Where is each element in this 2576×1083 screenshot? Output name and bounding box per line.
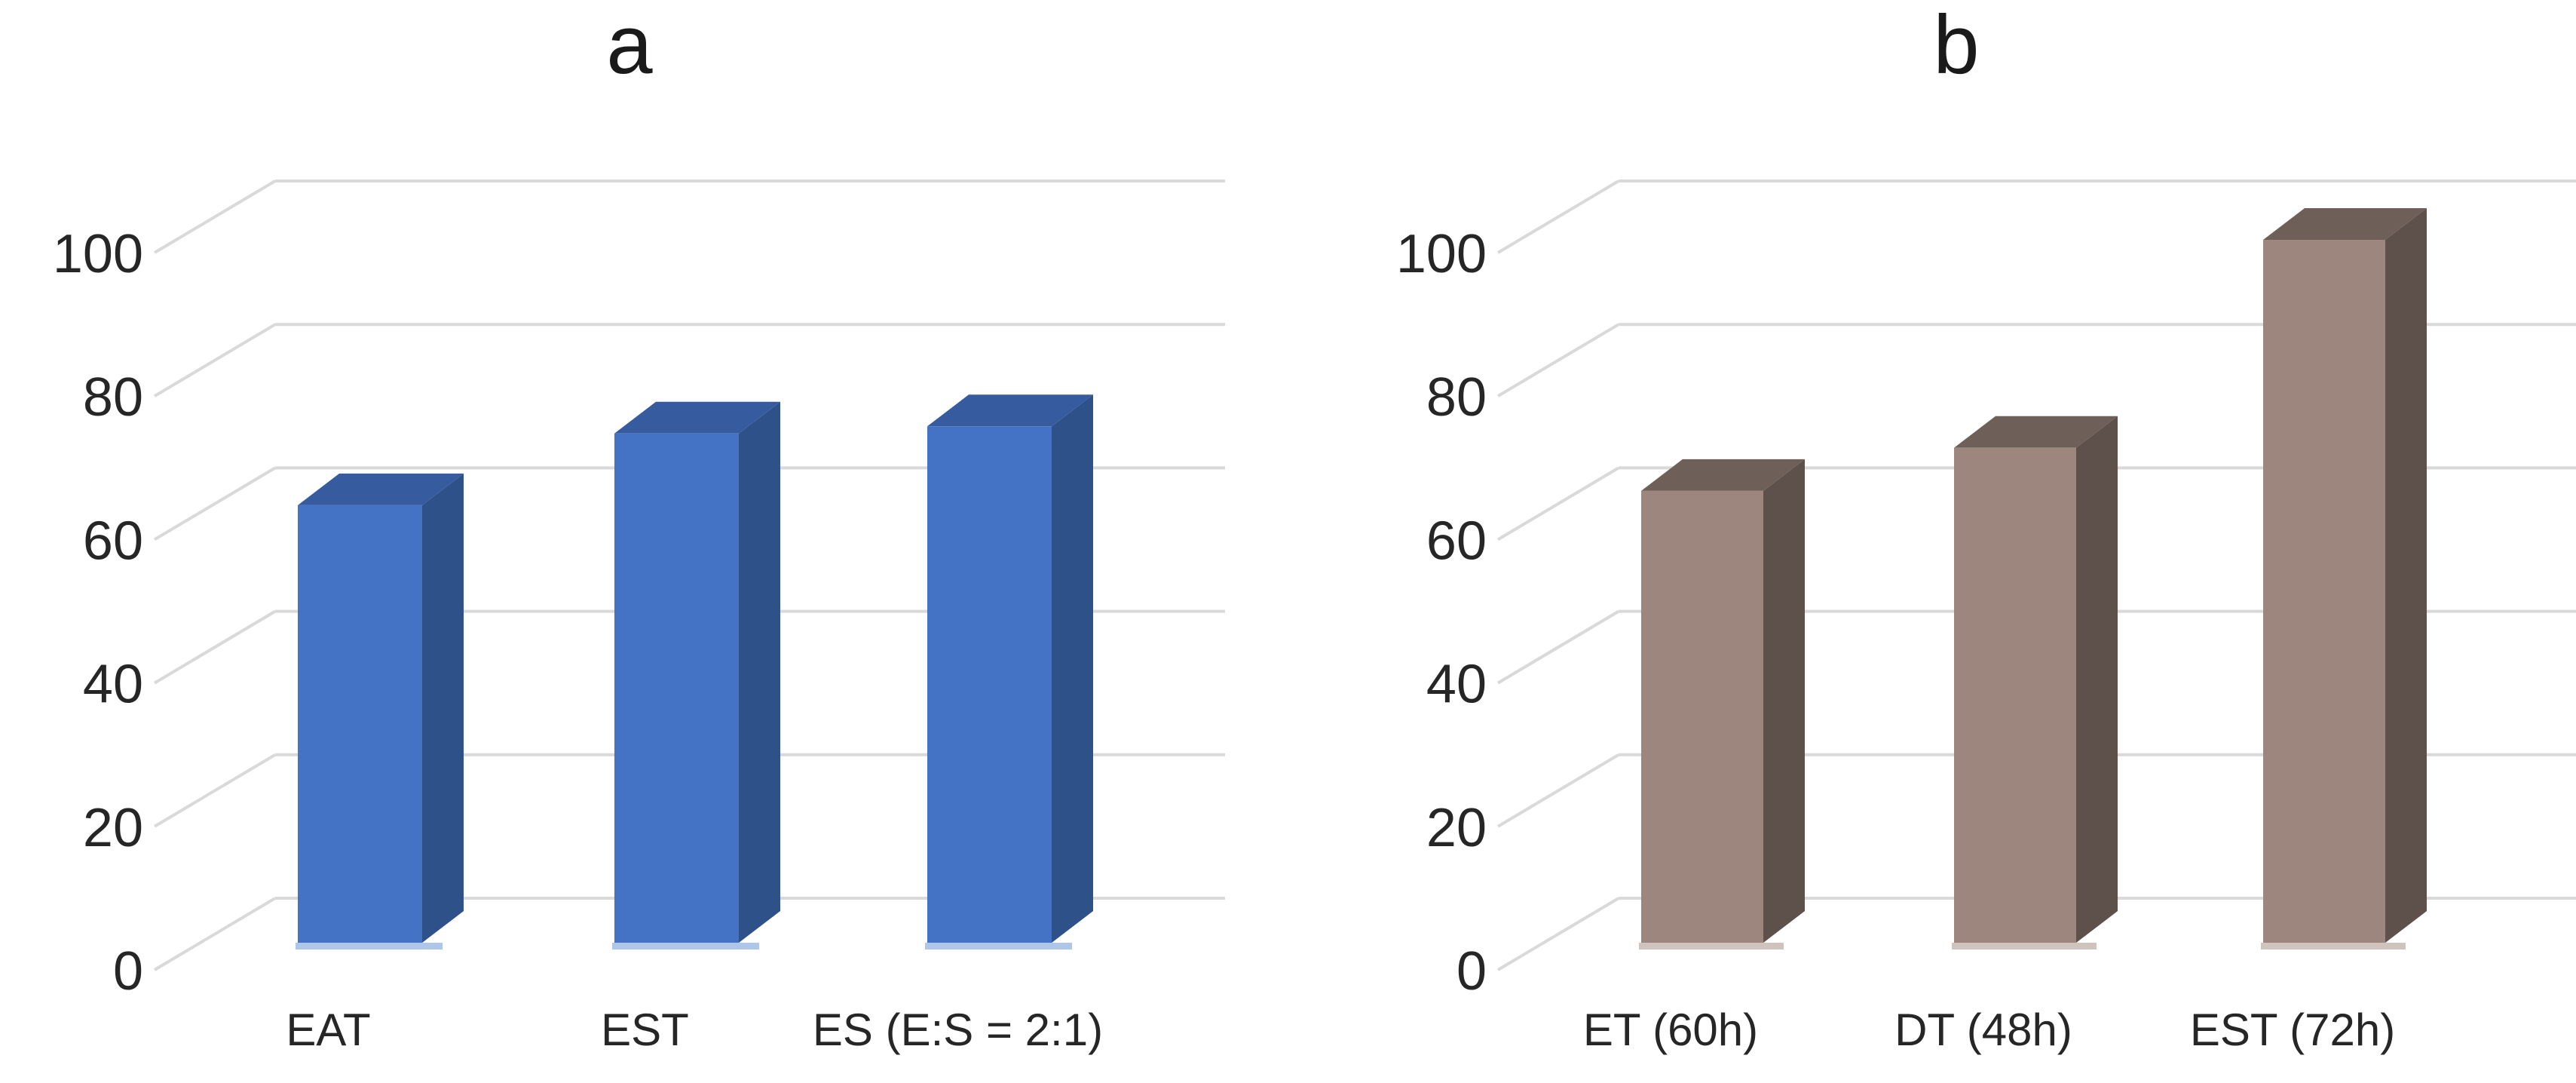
bar-base-strip xyxy=(612,943,759,950)
bar-side-face xyxy=(2076,416,2118,943)
bar-base-strip xyxy=(1952,943,2097,950)
y-axis-tick-label: 100 xyxy=(53,224,143,284)
bar-EST (72h) xyxy=(2261,208,2427,950)
panel-b-title: b xyxy=(1933,0,1980,91)
bar-ES (E:S = 2:1) xyxy=(925,394,1093,950)
category-label: DT (48h) xyxy=(1894,1005,2072,1055)
bar-front-face xyxy=(2263,240,2385,943)
panel-a: 0 20 40 60 80 100 EAT EST ES (E:S = 2:1) xyxy=(53,179,1225,1055)
y-axis-tick-label: 20 xyxy=(1426,798,1487,858)
y-axis-tick-label: 40 xyxy=(1426,655,1487,715)
bar-side-face xyxy=(422,473,464,943)
y-axis-tick-label: 0 xyxy=(1456,941,1487,1002)
y-axis-tick-label: 60 xyxy=(83,511,143,571)
tick-connector-y20 xyxy=(1496,753,1620,828)
tick-connector-y60 xyxy=(1496,466,1620,542)
panel-b: 0 20 40 60 80 100 ET (60h) DT (48h) EST (72h) xyxy=(1396,179,2576,1055)
bar-base-strip xyxy=(296,943,443,950)
bar-top-face xyxy=(298,473,464,505)
tick-connector-y20 xyxy=(153,753,277,828)
bar-base-strip xyxy=(2261,943,2406,950)
tick-connector-y80 xyxy=(153,323,277,397)
bar-top-face xyxy=(2263,208,2427,241)
bar-top-face xyxy=(1954,416,2118,448)
bar-base-strip xyxy=(925,943,1072,950)
tick-connector-y100 xyxy=(153,179,277,254)
y-axis-tick-label: 100 xyxy=(1396,224,1487,284)
bar-side-face xyxy=(1052,394,1093,943)
tick-connector-y80 xyxy=(1496,323,1620,397)
y-axis-tick-label: 80 xyxy=(1426,367,1487,428)
bar-top-face xyxy=(927,394,1093,427)
category-label: EAT xyxy=(286,1005,370,1055)
category-label: ES (E:S = 2:1) xyxy=(813,1005,1103,1055)
bar-front-face xyxy=(298,505,422,943)
tick-connector-y60 xyxy=(153,466,277,542)
bar-front-face xyxy=(927,426,1052,943)
category-label: EST (72h) xyxy=(2190,1005,2395,1055)
bar-top-face xyxy=(1641,459,1805,491)
panel-a-title: a xyxy=(606,0,653,91)
tick-connector-y0 xyxy=(153,897,277,971)
bar-DT (48h) xyxy=(1952,416,2118,950)
y-axis-tick-label: 60 xyxy=(1426,511,1487,571)
tick-connector-y0 xyxy=(1496,897,1620,971)
bar-side-face xyxy=(1763,459,1805,943)
bar-top-face xyxy=(614,401,780,434)
bar-EAT xyxy=(296,473,464,950)
bar-side-face xyxy=(739,401,780,943)
tick-connector-y100 xyxy=(1496,179,1620,254)
bar-front-face xyxy=(614,433,739,943)
bar-side-face xyxy=(2385,208,2427,943)
category-label: EST xyxy=(601,1005,689,1055)
y-axis-tick-label: 40 xyxy=(83,655,143,715)
bar-front-face xyxy=(1954,447,2076,943)
y-axis-tick-label: 80 xyxy=(83,367,143,428)
bar-ET (60h) xyxy=(1639,459,1805,950)
tick-connector-y40 xyxy=(1496,609,1620,685)
bar-front-face xyxy=(1641,490,1763,943)
bar-base-strip xyxy=(1639,943,1784,950)
category-label: ET (60h) xyxy=(1583,1005,1758,1055)
y-axis-tick-label: 20 xyxy=(83,798,143,858)
bar-EST xyxy=(612,401,780,950)
y-axis-tick-label: 0 xyxy=(113,941,143,1002)
tick-connector-y40 xyxy=(153,609,277,685)
